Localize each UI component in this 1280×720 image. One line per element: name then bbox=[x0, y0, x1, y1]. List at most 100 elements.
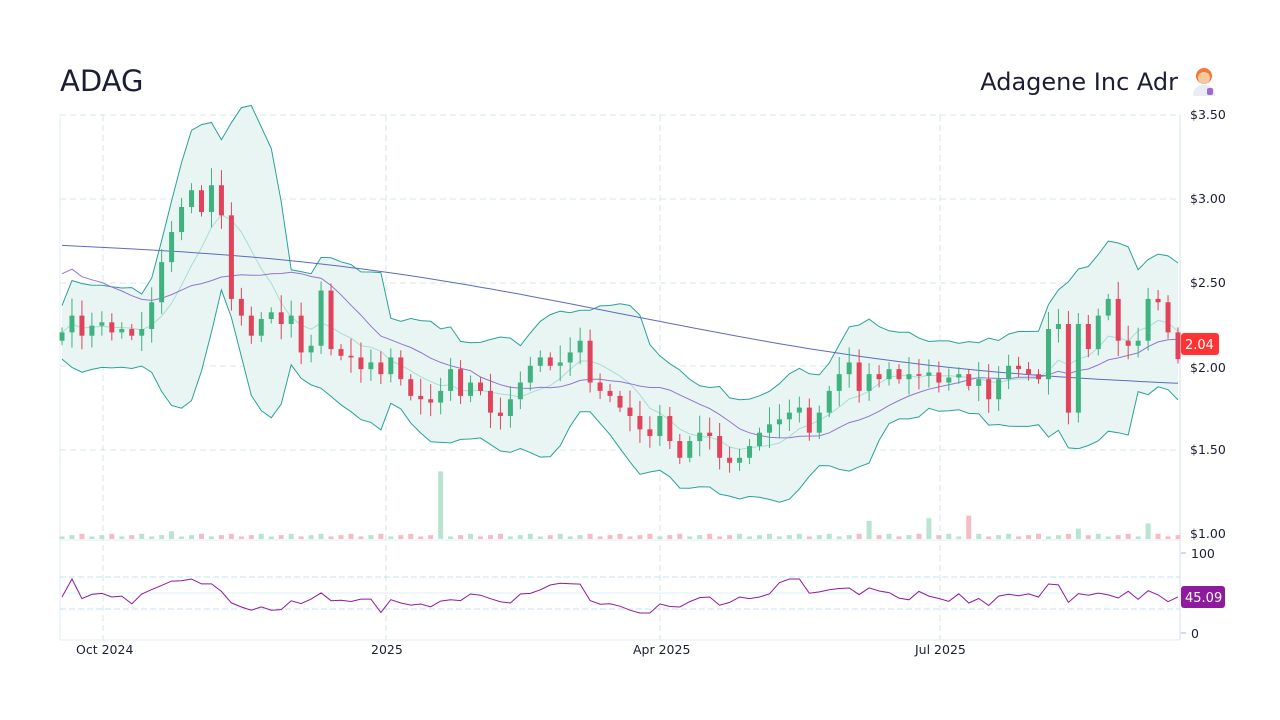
x-tick-label: 2025 bbox=[371, 642, 403, 657]
volume-bar bbox=[567, 536, 573, 539]
candle-body bbox=[308, 345, 314, 353]
volume-bar bbox=[507, 536, 513, 539]
rsi-panel bbox=[60, 552, 1186, 634]
volume-bar bbox=[766, 533, 772, 539]
candle-body bbox=[816, 412, 822, 433]
candle-body bbox=[577, 340, 583, 353]
candle-body bbox=[776, 419, 782, 425]
volume-bar bbox=[119, 536, 125, 539]
volume-bar bbox=[1175, 535, 1181, 539]
candle-body bbox=[368, 362, 374, 370]
candle-body bbox=[667, 415, 673, 442]
candle-body bbox=[806, 407, 812, 433]
volume-bar bbox=[786, 535, 792, 539]
volume-bar bbox=[388, 536, 394, 539]
volume-bar bbox=[547, 535, 553, 539]
volume-bar bbox=[458, 535, 464, 539]
y-tick-label: $1.50 bbox=[1190, 442, 1226, 457]
volume-bar bbox=[179, 536, 185, 539]
volume-bar bbox=[667, 535, 673, 539]
candle-body bbox=[1045, 329, 1051, 380]
candle-body bbox=[318, 290, 324, 346]
candle-body bbox=[1125, 340, 1131, 346]
candle-body bbox=[179, 206, 185, 233]
volume-bar bbox=[468, 533, 474, 539]
candle-body bbox=[428, 399, 434, 403]
volume-bar bbox=[627, 536, 633, 539]
candle-body bbox=[597, 382, 603, 391]
volume-bar bbox=[308, 535, 314, 539]
volume-bar bbox=[926, 518, 932, 539]
x-tick-label: Jul 2025 bbox=[914, 642, 966, 657]
candle-body bbox=[796, 407, 802, 413]
volume-bar bbox=[886, 533, 892, 539]
candle-body bbox=[627, 407, 633, 416]
volume-bar bbox=[1155, 533, 1161, 539]
volume-bar bbox=[59, 536, 65, 539]
candle-body bbox=[826, 390, 832, 413]
volume-bar bbox=[697, 535, 703, 539]
volume-bar bbox=[268, 536, 274, 539]
volume-bars bbox=[59, 471, 1181, 539]
volume-bar bbox=[1135, 536, 1141, 539]
volume-bar bbox=[856, 533, 862, 539]
candle-body bbox=[517, 382, 523, 400]
candle-body bbox=[189, 190, 195, 207]
sma-mid-line bbox=[61, 268, 1179, 439]
candle-body bbox=[906, 374, 912, 380]
volume-bar bbox=[1045, 536, 1051, 539]
candle-body bbox=[587, 340, 593, 383]
volume-bar bbox=[1115, 535, 1121, 539]
candle-body bbox=[298, 315, 304, 353]
volume-bar bbox=[149, 536, 155, 539]
candle-body bbox=[328, 290, 334, 350]
volume-bar bbox=[757, 535, 762, 539]
candles bbox=[59, 168, 1181, 473]
volume-bar bbox=[776, 536, 782, 539]
volume-bar bbox=[527, 533, 533, 539]
candle-body bbox=[348, 355, 354, 358]
candle-body bbox=[976, 379, 982, 386]
candle-body bbox=[378, 362, 384, 375]
bollinger-upper bbox=[61, 104, 1179, 401]
volume-bar bbox=[587, 533, 593, 539]
candle-body bbox=[727, 457, 733, 463]
candle-body bbox=[567, 352, 573, 363]
sma-long-line bbox=[61, 244, 1179, 384]
candle-body bbox=[478, 382, 483, 391]
axes: $3.50 $3.00 $2.50 $2.00 $1.50 $1.00 100 … bbox=[76, 107, 1226, 657]
candle-body bbox=[408, 379, 414, 396]
candle-body bbox=[169, 232, 175, 263]
candle-body bbox=[1075, 324, 1081, 413]
volume-bar bbox=[826, 533, 832, 539]
candle-body bbox=[208, 185, 214, 212]
candle-body bbox=[677, 441, 683, 458]
volume-bar bbox=[806, 536, 812, 539]
candle-body bbox=[199, 190, 204, 212]
volume-bar bbox=[1006, 533, 1012, 539]
candle-body bbox=[288, 315, 294, 324]
ticker-symbol: ADAG bbox=[60, 64, 144, 98]
volume-bar bbox=[169, 531, 175, 539]
volume-bar bbox=[418, 536, 424, 539]
candle-body bbox=[228, 215, 234, 299]
candle-body bbox=[737, 457, 743, 463]
volume-bar bbox=[448, 536, 454, 539]
volume-bar bbox=[796, 533, 802, 539]
volume-bar bbox=[288, 533, 294, 539]
candle-body bbox=[876, 374, 882, 380]
volume-bar bbox=[916, 533, 922, 539]
candle-body bbox=[547, 357, 553, 366]
volume-bar bbox=[248, 535, 254, 539]
volume-bar bbox=[966, 515, 972, 539]
volume-bar bbox=[936, 535, 942, 539]
candle-body bbox=[617, 395, 623, 408]
volume-bar bbox=[1036, 533, 1041, 539]
volume-bar bbox=[597, 536, 603, 539]
volume-bar bbox=[1125, 533, 1131, 539]
volume-bar bbox=[816, 535, 822, 539]
volume-bar bbox=[1105, 536, 1111, 539]
candle-body bbox=[966, 374, 972, 386]
candle-body bbox=[1065, 324, 1071, 413]
